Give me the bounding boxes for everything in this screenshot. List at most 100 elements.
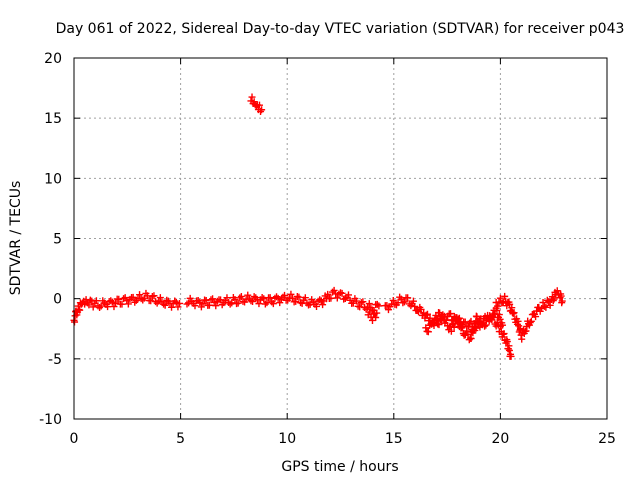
data-point (359, 298, 367, 306)
data-point (100, 299, 108, 307)
data-point (255, 101, 263, 109)
data-point (509, 310, 517, 318)
data-point (372, 314, 380, 322)
data-series-segment (247, 93, 266, 116)
data-point (426, 314, 434, 322)
data-point (172, 298, 180, 306)
data-point (557, 292, 565, 300)
data-series-segment (381, 293, 515, 360)
data-series-segment (492, 287, 566, 343)
data-point (161, 301, 169, 309)
data-point (212, 302, 220, 310)
data-point (411, 302, 419, 310)
data-point (247, 297, 255, 305)
y-tick-label: 20 (44, 51, 62, 67)
data-point (104, 303, 112, 311)
data-point (503, 338, 511, 346)
data-point (335, 290, 343, 298)
x-tick-label: 15 (385, 431, 403, 447)
data-point (123, 297, 131, 305)
data-series-segment (183, 286, 383, 314)
chart-title: Day 061 of 2022, Sidereal Day-to-day VTE… (56, 21, 625, 37)
data-point (250, 293, 258, 301)
data-point (543, 296, 551, 304)
data-point (199, 300, 207, 308)
x-tick-label: 20 (491, 431, 509, 447)
data-point (373, 300, 381, 308)
x-tick-label: 10 (278, 431, 296, 447)
data-point (260, 295, 268, 303)
data-point (417, 305, 425, 313)
data-point (357, 299, 365, 307)
data-point (375, 302, 383, 310)
data-point (494, 302, 502, 310)
data-point (234, 299, 242, 307)
data-point (501, 292, 509, 300)
data-point (96, 304, 104, 312)
data-points (70, 93, 566, 360)
x-tick-label: 0 (70, 431, 79, 447)
data-point (223, 294, 231, 302)
data-point (268, 298, 276, 306)
data-point (231, 296, 239, 304)
data-point (156, 294, 164, 302)
data-point (258, 293, 266, 301)
data-point (499, 321, 507, 329)
data-point (373, 309, 381, 317)
data-point (249, 298, 257, 306)
data-point (124, 300, 132, 308)
data-point (549, 297, 557, 305)
data-point (295, 293, 303, 301)
data-point (553, 287, 561, 295)
data-point (226, 300, 234, 308)
data-point (404, 294, 412, 302)
y-tick-label: 10 (44, 171, 62, 187)
data-point (261, 300, 269, 308)
y-tick-label: 0 (53, 292, 62, 308)
data-point (85, 301, 93, 309)
data-point (255, 300, 263, 308)
data-point (269, 300, 277, 308)
data-point (399, 299, 407, 307)
y-tick-label: 5 (53, 232, 62, 248)
data-point (289, 294, 297, 302)
data-point (507, 352, 515, 360)
data-point (292, 297, 300, 305)
data-point (550, 295, 558, 303)
data-point (423, 310, 431, 318)
data-series-segment (364, 308, 381, 324)
data-point (301, 294, 309, 302)
data-point (457, 324, 465, 332)
data-point (430, 322, 438, 330)
data-point (244, 291, 252, 299)
data-point (324, 290, 332, 298)
data-point (196, 298, 204, 306)
data-point (496, 315, 504, 323)
data-point (338, 289, 346, 297)
data-point (210, 298, 218, 306)
data-point (316, 296, 324, 304)
data-series-segment (422, 304, 507, 344)
data-point (439, 313, 447, 321)
data-point (433, 314, 441, 322)
y-axis-label: SDTVAR / TECUs (8, 181, 24, 296)
grid (74, 58, 607, 419)
y-tick-label: -5 (48, 352, 62, 368)
data-point (365, 300, 373, 308)
data-point (248, 93, 256, 101)
data-point (168, 303, 176, 311)
data-point (330, 286, 338, 294)
data-point (459, 323, 467, 330)
data-point (160, 300, 168, 308)
data-point (558, 297, 566, 305)
data-point (424, 328, 432, 336)
data-point (150, 292, 158, 300)
data-point (176, 299, 184, 307)
data-point (422, 324, 430, 332)
data-point (276, 299, 284, 307)
data-point (237, 292, 245, 300)
data-point (236, 294, 244, 302)
data-point (435, 321, 443, 329)
data-point (197, 303, 205, 311)
data-point (389, 296, 397, 304)
